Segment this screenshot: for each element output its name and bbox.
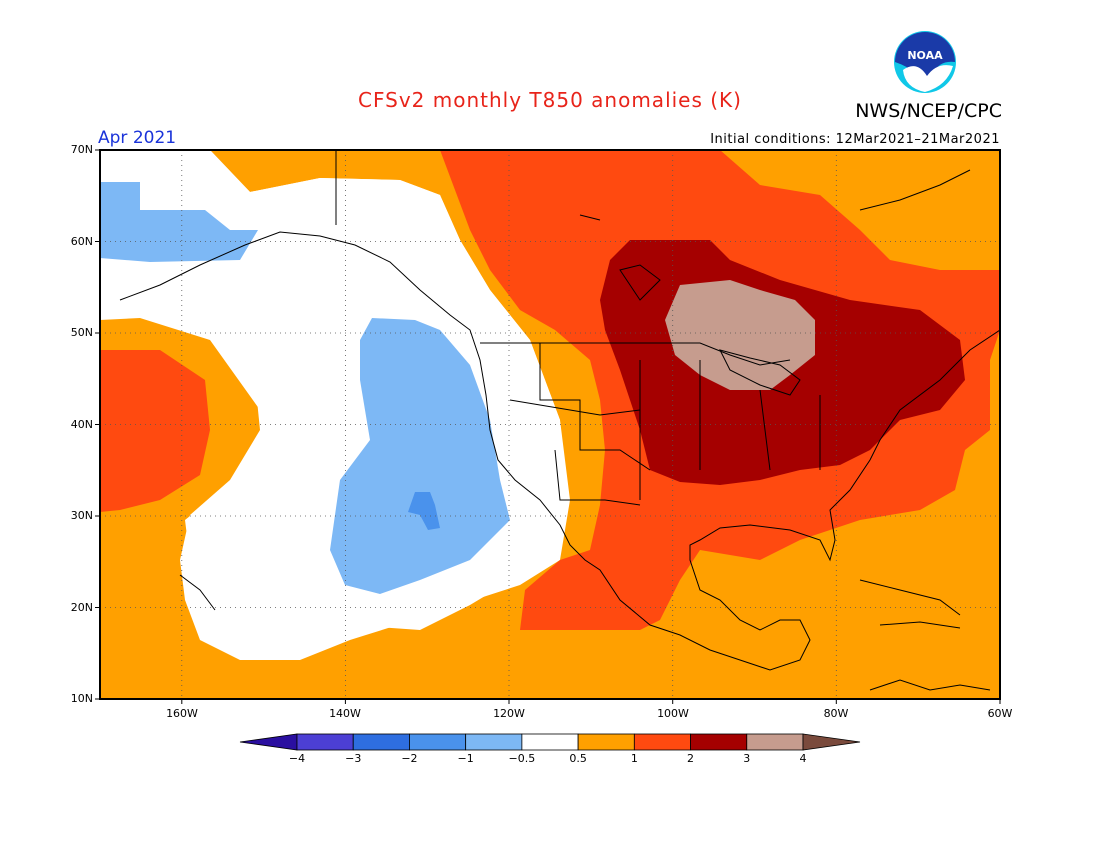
colorbar-label: −4 bbox=[288, 752, 306, 765]
anomaly-lt-1-pacific bbox=[408, 492, 440, 530]
colorbar-label: 4 bbox=[799, 752, 807, 765]
colorbar-box bbox=[409, 733, 467, 751]
lat-label: 40N bbox=[70, 418, 93, 431]
colorbar-box bbox=[633, 733, 691, 751]
noaa-logo: NOAA bbox=[894, 31, 956, 93]
anomaly-lt-0.5-pacific bbox=[330, 318, 510, 594]
colorbar-label: 2 bbox=[687, 752, 695, 765]
agency-label: NWS/NCEP/CPC bbox=[855, 100, 1002, 122]
colorbar-box bbox=[521, 733, 579, 751]
colorbar-label: −0.5 bbox=[508, 752, 536, 765]
colorbar-box bbox=[352, 733, 410, 751]
colorbar-label: 1 bbox=[630, 752, 638, 765]
colorbar-triangle-high bbox=[802, 733, 861, 751]
colorbar-box bbox=[296, 733, 354, 751]
lat-label: 60N bbox=[70, 235, 93, 248]
chart-title: CFSv2 monthly T850 anomalies (K) bbox=[358, 88, 742, 112]
valid-month: Apr 2021 bbox=[98, 128, 177, 148]
lat-label: 10N bbox=[70, 692, 93, 705]
colorbar-label: −2 bbox=[401, 752, 418, 765]
lon-label: 60W bbox=[987, 707, 1013, 720]
colorbar-box bbox=[690, 733, 748, 751]
initial-conditions: Initial conditions: 12Mar2021–21Mar2021 bbox=[710, 132, 1000, 147]
colorbar-label: −1 bbox=[457, 752, 474, 765]
anomaly-gt-1-pacific bbox=[100, 350, 210, 512]
lat-label: 50N bbox=[70, 326, 93, 339]
noaa-logo-text: NOAA bbox=[907, 49, 943, 62]
lat-label: 30N bbox=[70, 509, 93, 522]
colorbar-box bbox=[577, 733, 635, 751]
lon-label: 160W bbox=[166, 707, 198, 720]
colorbar-label: 3 bbox=[743, 752, 751, 765]
lat-label: 20N bbox=[70, 601, 93, 614]
colorbar-triangle-low bbox=[239, 733, 298, 751]
lon-label: 120W bbox=[493, 707, 525, 720]
lon-label: 100W bbox=[657, 707, 689, 720]
colorbar-label: −3 bbox=[345, 752, 362, 765]
lat-lon-grid bbox=[100, 150, 1000, 699]
colorbar-box bbox=[746, 733, 804, 751]
lat-label: 70N bbox=[70, 143, 93, 156]
lon-label: 80W bbox=[823, 707, 849, 720]
colorbar-label: 0.5 bbox=[569, 752, 587, 765]
coastlines bbox=[119, 150, 1000, 691]
lon-label: 140W bbox=[329, 707, 361, 720]
colorbar-box bbox=[465, 733, 523, 751]
anomaly-lt-0.5-alaska bbox=[100, 182, 258, 262]
